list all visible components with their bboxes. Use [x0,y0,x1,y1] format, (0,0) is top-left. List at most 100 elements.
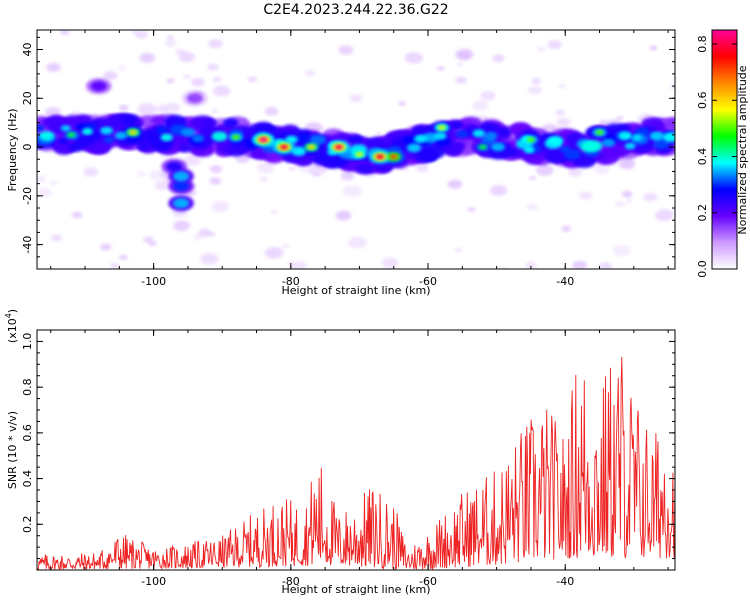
heatmap-x-tick-label: -100 [141,275,166,288]
heatmap-cell [655,209,674,222]
heatmap-cell [139,52,156,63]
heatmap-cell [467,206,476,213]
heatmap-cell [544,148,569,164]
heatmap-cell [625,198,633,203]
heatmap-cell [472,100,489,111]
heatmap-cell [100,243,112,251]
heatmap-cell [526,137,535,143]
heatmap-cell [270,209,279,215]
heatmap-cell [156,126,168,134]
heatmap-cell [423,144,446,159]
heatmap-cell [492,54,505,63]
heatmap-cell [340,171,355,181]
heatmap-panel: -100 -80 -60 -40 -40 -20 0 20 40 Height of stra… [6,29,676,297]
heatmap-cell [664,117,675,130]
heatmap-cell [166,35,174,40]
heatmap-cell [349,94,363,103]
heatmap-cell [103,71,118,81]
heatmap-x-tick-label: -40 [556,275,574,288]
heatmap-cell [201,118,217,128]
heatmap-cell [154,180,170,191]
heatmap-x-axis-label: Height of straight line (km) [281,284,430,297]
heatmap-cell [585,140,603,152]
heatmap-cell [173,171,190,182]
heatmap-cell [198,228,212,238]
heatmap-cell [181,127,196,137]
heatmap-cell [264,247,284,259]
heatmap-cell [67,132,76,138]
heatmap-cell [156,105,169,113]
heatmap-cell [191,134,204,143]
heatmap-cell [548,136,564,146]
heatmap-cell [200,253,219,265]
snr-marks [37,356,675,570]
heatmap-cell [256,162,275,174]
heatmap-cell [649,131,664,141]
snr-x-axis-label: Height of straight line (km) [281,583,430,596]
heatmap-cell [259,176,268,182]
heatmap-cell [624,142,636,150]
heatmap-cell [450,121,463,130]
heatmap-cell [381,257,399,269]
heatmap-cell [312,171,320,177]
heatmap-cell [389,154,398,160]
heatmap-cell [121,114,139,125]
snr-x-tick-label: -100 [141,575,166,588]
heatmap-cell [225,143,247,157]
heatmap-cell [143,236,154,243]
heatmap-cell [250,148,268,160]
heatmap-cell [280,144,288,150]
heatmap-cell [455,76,467,85]
heatmap-cell [593,163,611,175]
colorbar-tick-label: 0.8 [696,35,709,53]
heatmap-x-ticks: -100 -80 -60 -40 [50,30,669,288]
heatmap-cell [53,141,76,155]
heatmap-cell [37,188,52,197]
snr-x-tick-label: -40 [556,575,574,588]
heatmap-cell [356,163,374,175]
snr-y-tick-label: 0.8 [21,378,34,396]
heatmap-cell [211,108,219,114]
heatmap-cell [528,85,542,95]
heatmap-cell [305,69,316,77]
heatmap-cell [46,62,61,72]
heatmap-cell [355,151,364,157]
heatmap-cell [136,142,151,151]
heatmap-cell [415,134,428,143]
snr-x-tick-label: -80 [282,575,300,588]
heatmap-cell [100,126,113,135]
heatmap-cell [556,117,571,127]
heatmap-cell [60,30,70,35]
heatmap-cell [213,85,231,97]
snr-multiplier-exponent: 4 [4,313,13,318]
heatmap-x-tick-label: -60 [419,275,437,288]
heatmap-cell [136,171,146,177]
heatmap-cell [209,165,223,174]
heatmap-cell [259,137,268,143]
snr-frame [36,329,676,571]
heatmap-cell [455,130,469,139]
heatmap-cell [612,245,631,257]
heatmap-cell [643,192,658,202]
snr-x-tick-label: -60 [419,575,437,588]
heatmap-cell [618,158,636,170]
heatmap-cell [296,134,311,144]
heatmap-cell [129,129,137,135]
figure-title: C2E4.2023.244.22.36.G22 [263,2,448,18]
heatmap-cell [478,144,487,150]
heatmap-cell [39,131,55,141]
heatmap-cell [166,78,175,84]
heatmap-cell [119,254,128,260]
heatmap-cell [558,83,566,89]
heatmap-cell [68,142,85,152]
colorbar-gradient-bar [712,30,737,269]
heatmap-cell [173,198,190,209]
heatmap-cell [560,146,571,153]
heatmap-cell [281,243,290,249]
heatmap-cell [618,131,632,140]
colorbar: 0.0 0.2 0.4 0.6 0.8 Normalized spectral ampl… [696,29,749,278]
heatmap-cell [529,176,537,181]
heatmap-cell [264,106,279,116]
heatmap-cell [416,164,429,172]
